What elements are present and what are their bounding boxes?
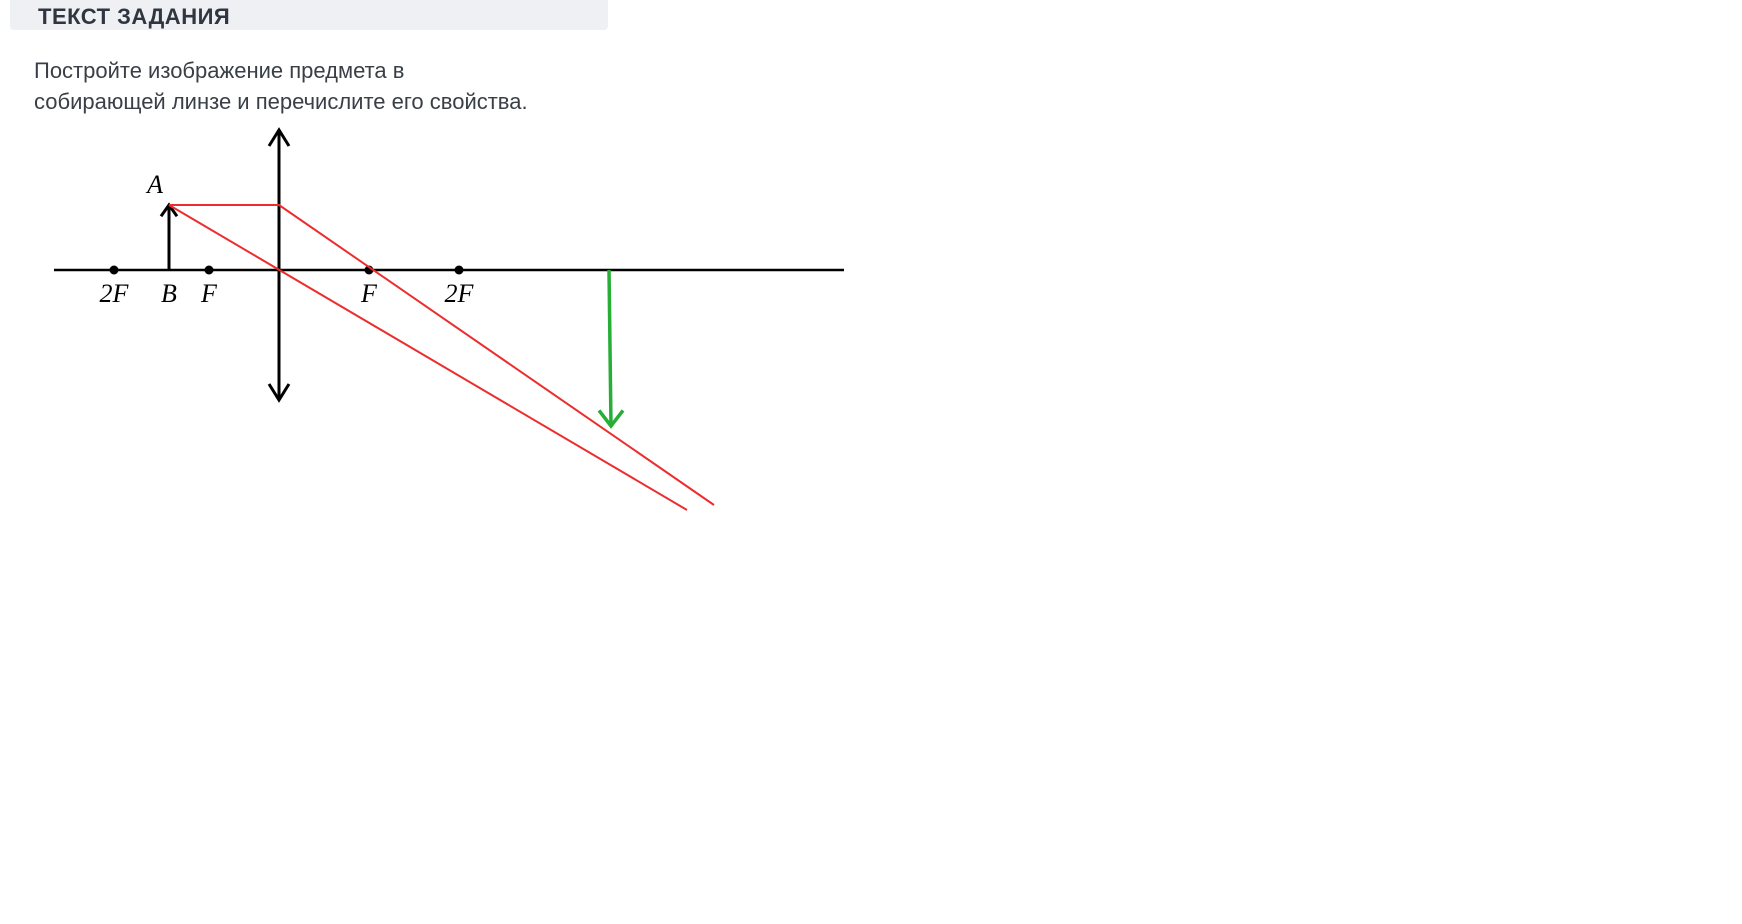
ray-0: [169, 205, 714, 505]
task-header-title: ТЕКСТ ЗАДАНИЯ: [38, 4, 230, 30]
point-2F-left-label: 2F: [100, 279, 130, 308]
task-text-line1: Постройте изображение предмета в: [34, 58, 404, 83]
point-2F-left-dot: [110, 266, 119, 275]
point-2F-right-dot: [455, 266, 464, 275]
object-label-A: A: [145, 170, 163, 199]
lens-diagram: 2F F F 2F A B: [34, 110, 884, 530]
task-header-box: ТЕКСТ ЗАДАНИЯ: [10, 0, 608, 30]
point-2F-right-label: 2F: [445, 279, 475, 308]
point-F-right-label: F: [360, 279, 378, 308]
point-F-left-dot: [205, 266, 214, 275]
object-label-B: B: [161, 279, 177, 308]
task-text: Постройте изображение предмета в собираю…: [34, 56, 528, 118]
lens-svg: 2F F F 2F A B: [34, 110, 884, 530]
point-F-left-label: F: [200, 279, 218, 308]
image-arrow-shaft: [609, 270, 611, 426]
